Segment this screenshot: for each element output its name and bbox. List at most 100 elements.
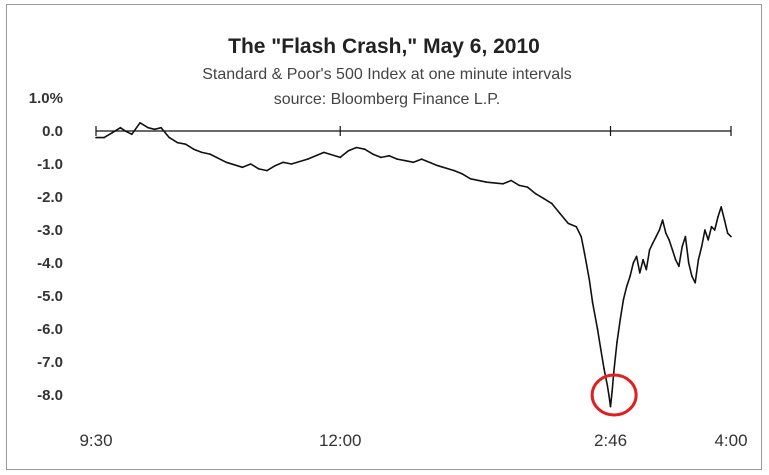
x-tick-label: 2:46 — [594, 431, 627, 450]
data-point — [622, 298, 625, 301]
data-point — [469, 178, 472, 180]
data-point — [551, 202, 553, 205]
data-point — [684, 235, 687, 238]
data-point — [629, 275, 631, 278]
data-point — [717, 216, 719, 218]
data-point — [635, 255, 638, 258]
data-point — [652, 242, 654, 244]
x-tick-label: 4:00 — [714, 431, 747, 450]
data-point — [412, 161, 415, 164]
data-point — [461, 173, 464, 175]
y-tick-label: -7.0 — [37, 354, 63, 371]
chart-subtitle-line-2: source: Bloomberg Finance L.P. — [274, 91, 501, 108]
data-point — [258, 168, 260, 170]
data-point — [111, 131, 114, 134]
y-tick-label: -2.0 — [37, 189, 63, 206]
data-point — [380, 156, 382, 159]
data-point — [282, 161, 285, 164]
data-point — [420, 158, 423, 160]
data-point — [124, 130, 127, 132]
data-point — [404, 159, 407, 162]
data-point — [575, 225, 578, 228]
data-point — [700, 245, 703, 248]
y-tick-label: -3.0 — [37, 222, 63, 239]
data-point — [241, 166, 244, 169]
data-point — [642, 258, 644, 261]
data-point — [95, 136, 97, 139]
chart-canvas: The "Flash Crash," May 6, 2010 Standard … — [29, 35, 748, 450]
data-point — [710, 225, 713, 228]
data-point — [131, 133, 133, 136]
x-tick-label: 12:00 — [319, 431, 362, 450]
data-point — [645, 268, 648, 271]
data-point — [639, 272, 641, 274]
data-point — [274, 164, 276, 167]
data-point — [526, 186, 529, 188]
data-point — [437, 164, 439, 167]
data-point — [608, 394, 610, 396]
x-axis-ticks — [95, 126, 732, 136]
data-point — [697, 258, 700, 261]
y-axis-tick-labels: 1.0% 0.0 -1.0 -2.0 -3.0 -4.0 -5.0 -6.0 -7.0 -8.0 — [29, 90, 63, 404]
data-point — [707, 239, 709, 241]
data-point — [147, 126, 149, 129]
data-point — [599, 348, 602, 350]
data-point — [687, 262, 690, 264]
data-point — [266, 169, 268, 172]
chart-title: The "Flash Crash," May 6, 2010 — [228, 35, 540, 58]
y-tick-label: -6.0 — [37, 321, 63, 338]
data-point — [632, 262, 635, 264]
data-point — [606, 384, 609, 386]
data-point — [681, 245, 683, 248]
x-axis-tick-labels: 9:30 12:00 2:46 4:00 — [79, 431, 747, 450]
data-point — [510, 179, 512, 182]
data-point — [355, 146, 358, 149]
data-point — [168, 136, 171, 139]
data-point — [139, 122, 141, 124]
data-point — [596, 328, 599, 330]
sp500-series-line — [96, 122, 732, 408]
data-point — [704, 229, 706, 231]
data-point — [225, 161, 228, 164]
data-point — [290, 163, 293, 165]
data-point — [453, 169, 456, 172]
data-point — [655, 235, 657, 238]
data-point — [184, 143, 187, 145]
y-tick-label: -4.0 — [37, 255, 63, 272]
data-point — [192, 148, 195, 150]
y-tick-label: -1.0 — [37, 156, 63, 173]
data-point — [661, 219, 664, 221]
data-point — [339, 156, 342, 159]
data-point — [396, 158, 399, 160]
data-point — [502, 183, 504, 185]
data-point — [176, 141, 179, 144]
y-tick-label: -8.0 — [37, 387, 63, 404]
data-point — [559, 212, 561, 215]
data-point — [648, 249, 651, 251]
flash-crash-circle-annotation — [590, 373, 638, 417]
data-point — [619, 318, 622, 320]
data-point — [323, 151, 325, 154]
data-point — [153, 128, 156, 131]
data-point — [591, 301, 594, 304]
data-point — [713, 229, 716, 231]
data-point — [209, 153, 211, 155]
data-point — [588, 278, 591, 281]
x-tick-label: 9:30 — [79, 431, 112, 450]
data-point — [201, 151, 203, 154]
series-points — [95, 122, 732, 408]
data-point — [534, 192, 537, 195]
data-point — [347, 150, 350, 152]
data-point — [691, 275, 693, 278]
data-point — [730, 235, 732, 238]
y-tick-label: 1.0% — [29, 90, 63, 107]
data-point — [103, 136, 105, 139]
data-point — [119, 126, 122, 129]
data-point — [306, 158, 309, 160]
data-point — [603, 367, 605, 370]
y-tick-label: -5.0 — [37, 288, 63, 305]
data-point — [665, 232, 667, 235]
data-point — [613, 371, 615, 373]
data-point — [720, 206, 722, 208]
data-point — [674, 258, 677, 261]
